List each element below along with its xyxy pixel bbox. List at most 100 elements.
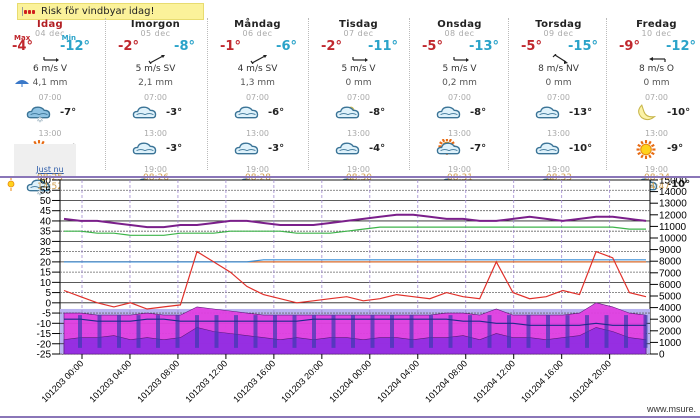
day-column[interactable]: Torsdag 09 dec -5° -15° 8 m/s NV 0 mm 07:00 -13… <box>508 18 608 192</box>
day-name: Måndag <box>234 19 281 30</box>
series-dip <box>624 315 628 348</box>
slot-time: 19:00 <box>546 165 571 174</box>
series-dip <box>546 315 550 348</box>
moon-icon <box>633 103 659 127</box>
cloud-icon <box>335 139 361 163</box>
series-dip <box>331 315 336 348</box>
cloud-icon <box>132 103 158 127</box>
slot-temp: -3° <box>166 143 183 154</box>
series-dip <box>214 315 219 348</box>
warning-dots-icon <box>22 7 35 16</box>
x-tick-label: 101203 08:00 <box>135 358 181 404</box>
y-right-tick-label: 3000 <box>659 315 682 326</box>
slot-time: 13:00 <box>447 129 472 138</box>
y-left-tick-label: 10 <box>40 278 52 289</box>
umbrella-icon <box>14 78 30 92</box>
series-navy <box>64 318 646 326</box>
y-left-tick-label: 40 <box>40 216 52 227</box>
y-left-tick-label: 50 <box>40 196 52 207</box>
y-right-tick-label: 10000 <box>659 234 687 245</box>
x-tick-label: 101203 12:00 <box>183 358 229 404</box>
weather-chart: 605550454035302520151050-5-10-15-20-2515… <box>37 178 688 404</box>
day-date: 04 dec <box>34 29 66 38</box>
min-temp: -12° <box>60 39 90 54</box>
x-tick-label: 101204 16:00 <box>519 358 565 404</box>
slot-time: 19:00 <box>346 165 371 174</box>
y-left-tick-label: -20 <box>37 339 52 350</box>
day-column[interactable]: Måndag 06 dec -1° -6° 4 m/s SV 1,3 mm 07:00 -6°… <box>207 18 307 196</box>
slot-time: 19:00 <box>447 165 472 174</box>
divider <box>0 416 700 418</box>
series-dip <box>390 315 394 348</box>
day-column[interactable]: Idag 04 dec Max Min -4° -12° 6 m/s V 4,1 mm 07:0… <box>0 18 100 197</box>
day-date: 10 dec <box>641 29 672 38</box>
series-dip <box>604 315 609 348</box>
slot-temp: -8° <box>369 107 386 118</box>
y-right-tick-label: 9000 <box>659 245 682 256</box>
series-dip <box>117 315 121 348</box>
day-name: Onsdag <box>437 19 482 30</box>
just-nu-link[interactable]: Just nu <box>36 165 64 174</box>
precipitation: 2,1 mm <box>138 78 173 88</box>
series-dip <box>370 315 375 348</box>
slot-time: 13:00 <box>38 129 62 138</box>
wind-speed: 8 m/s NV <box>538 64 579 74</box>
y-right-tick-label: 2000 <box>659 326 682 337</box>
y-right-tick-label: 14000 <box>659 187 687 198</box>
series-dip <box>351 315 355 348</box>
day-name: Torsdag <box>535 19 582 30</box>
sun-cloud-icon <box>436 137 462 163</box>
current-conditions[interactable] <box>14 144 76 176</box>
slot-temp: -13° <box>569 107 593 118</box>
day-date: 08 dec <box>444 29 475 38</box>
max-temp: -1° <box>220 39 241 54</box>
sunrise-sunset-icon <box>6 176 16 195</box>
wind-arrow-icon <box>607 54 700 64</box>
slot-time: 07:00 <box>447 93 472 102</box>
day-column[interactable]: Tisdag 07 dec -2° -11° 5 m/s V 0 mm 07:00 -8° 13… <box>308 18 408 192</box>
x-tick-label: 101204 00:00 <box>327 358 373 404</box>
day-column[interactable]: Onsdag 08 dec -5° -13° 5 m/s V 0,2 mm 07:00 -8°… <box>409 18 509 196</box>
slot-time: 13:00 <box>644 129 669 138</box>
y-left-tick-label: 35 <box>40 227 52 238</box>
min-temp: -13° <box>469 39 499 54</box>
slot-temp: -10° <box>569 143 593 154</box>
slot-time: 19:00 <box>143 165 168 174</box>
sunrise-time: 08:31 <box>447 173 473 183</box>
sunrise-time: 08:25 <box>37 173 63 183</box>
y-right-tick-label: 11000 <box>659 222 687 233</box>
wind-speed: 5 m/s SV <box>135 64 176 74</box>
precipitation: 0 mm <box>545 78 572 88</box>
series-dip <box>292 315 297 348</box>
y-left-tick-label: 30 <box>40 237 52 248</box>
x-tick-label: 101204 12:00 <box>471 358 517 404</box>
max-temp: -9° <box>619 39 640 54</box>
slot-temp: -6° <box>268 107 285 118</box>
day-column[interactable]: Imorgon 05 dec -2° -8° 5 m/s SV 2,1 mm 07:00 -3… <box>105 18 205 196</box>
sunrise-time: 08:34 <box>644 173 670 183</box>
series-dip <box>78 315 82 348</box>
cloud-icon <box>436 103 462 127</box>
min-temp: -8° <box>174 39 195 54</box>
slot-time: 13:00 <box>143 129 168 138</box>
credit-link[interactable]: www.msure. <box>646 404 696 414</box>
y-right-tick-label: 8000 <box>659 257 682 268</box>
sunset-time: 14:47 <box>644 182 670 192</box>
y-left-tick-label: 5 <box>45 288 51 299</box>
warning-text: Risk för vindbyar idag! <box>41 6 155 17</box>
min-temp: -15° <box>568 39 598 54</box>
max-temp: -2° <box>321 39 342 54</box>
cloud-icon <box>234 139 260 163</box>
wind-arrow-icon <box>509 54 608 64</box>
day-date: 09 dec <box>543 29 574 38</box>
svg-text:✱: ✱ <box>37 115 43 123</box>
slot-time: 07:00 <box>38 93 62 102</box>
divider <box>0 176 700 178</box>
day-name: Imorgon <box>130 19 181 30</box>
wind-warning-banner[interactable]: Risk för vindbyar idag! <box>17 3 204 20</box>
x-tick-label: 101204 04:00 <box>375 358 421 404</box>
y-left-tick-label: -5 <box>42 309 51 320</box>
slot-temp: -3° <box>166 107 183 118</box>
day-name: Idag <box>37 19 63 30</box>
